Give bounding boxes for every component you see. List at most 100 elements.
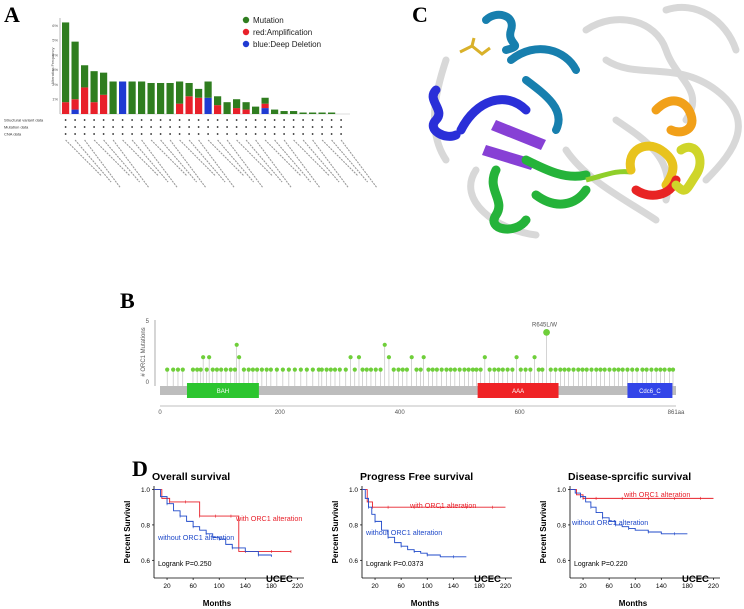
mutation-marker bbox=[532, 355, 537, 360]
mutation-marker bbox=[259, 367, 264, 372]
data-availability-dot bbox=[64, 126, 67, 128]
mutation-marker bbox=[523, 367, 528, 372]
domain-label: Cdc6_C bbox=[639, 389, 661, 395]
series-label-with: with ORC1 alteration bbox=[235, 514, 302, 523]
data-availability-dot bbox=[302, 126, 304, 128]
mutation-marker bbox=[223, 367, 229, 372]
data-availability-dot bbox=[188, 126, 191, 128]
data-availability-dot bbox=[292, 126, 295, 128]
mutation-marker bbox=[640, 367, 645, 372]
y-tick-label: 4% bbox=[52, 52, 58, 57]
bar-mutation bbox=[242, 102, 250, 110]
y-tick-label: 0 bbox=[146, 380, 150, 386]
x-tick-label: 180 bbox=[266, 583, 277, 590]
mutation-marker bbox=[378, 367, 383, 372]
data-availability-dot bbox=[74, 126, 76, 128]
data-availability-dot bbox=[216, 119, 219, 121]
mutation-marker bbox=[418, 367, 423, 372]
domain-label: AAA bbox=[512, 389, 524, 395]
mutation-marker bbox=[241, 367, 247, 372]
data-availability-dot bbox=[102, 126, 105, 128]
data-availability-dot bbox=[93, 119, 95, 121]
mutation-marker bbox=[487, 367, 492, 372]
bar-mutation bbox=[280, 111, 288, 114]
data-availability-dot bbox=[226, 133, 229, 135]
data-availability-dot bbox=[321, 119, 323, 121]
x-tick-label: 140 bbox=[240, 583, 251, 590]
data-availability-dot bbox=[178, 133, 181, 135]
data-availability-dot bbox=[121, 119, 124, 121]
data-availability-dot bbox=[159, 119, 162, 121]
category-label-placeholder bbox=[198, 139, 236, 189]
bar-amplification bbox=[242, 109, 250, 114]
y-tick-label: 1% bbox=[52, 97, 58, 102]
data-availability-dot bbox=[102, 133, 105, 135]
bar-mutation bbox=[128, 81, 136, 114]
category-label-placeholder bbox=[236, 139, 273, 177]
x-axis-label: Months bbox=[203, 599, 232, 608]
category-label-placeholder bbox=[274, 139, 312, 183]
mutation-marker bbox=[654, 367, 659, 372]
y-tick-label: 0.8 bbox=[141, 522, 150, 529]
data-availability-dot bbox=[178, 126, 181, 128]
data-availability-dot bbox=[197, 126, 200, 128]
hotspot-annotation: R645L/W bbox=[532, 322, 557, 328]
mutation-marker bbox=[414, 367, 419, 372]
x-tick-label: 400 bbox=[395, 410, 406, 416]
y-tick-label: 6% bbox=[52, 23, 58, 28]
cancer-type-tag: UCEC bbox=[474, 574, 501, 585]
mutation-marker bbox=[444, 367, 449, 372]
mutation-marker bbox=[409, 355, 414, 360]
data-availability-dot bbox=[140, 126, 143, 128]
mutation-marker bbox=[204, 367, 209, 372]
data-availability-dot bbox=[311, 119, 314, 121]
y-tick-label: 0.6 bbox=[557, 558, 566, 565]
y-tick-label: 3% bbox=[52, 67, 58, 72]
bar-mutation bbox=[328, 112, 336, 114]
data-availability-dot bbox=[330, 133, 333, 135]
data-availability-dot bbox=[235, 119, 238, 121]
mutation-marker bbox=[658, 367, 663, 372]
mutation-marker bbox=[207, 355, 212, 360]
category-label-placeholder bbox=[207, 139, 245, 177]
mutation-marker bbox=[382, 342, 387, 347]
mutation-marker bbox=[649, 367, 654, 372]
bar-amplification bbox=[62, 102, 70, 114]
x-tick-label: 600 bbox=[515, 410, 526, 416]
mutation-marker bbox=[298, 367, 303, 372]
mutation-marker bbox=[470, 367, 475, 372]
bar-mutation bbox=[166, 82, 174, 114]
mutation-marker bbox=[198, 367, 203, 372]
data-availability-dot bbox=[140, 133, 143, 135]
x-tick-label: 100 bbox=[630, 583, 641, 590]
mutation-marker bbox=[576, 367, 581, 372]
mutation-marker bbox=[195, 367, 200, 372]
legend-label: Mutation bbox=[253, 16, 284, 25]
data-availability-dot bbox=[330, 126, 333, 128]
category-label-placeholder bbox=[112, 139, 150, 189]
legend-marker bbox=[242, 40, 250, 48]
bar-mutation bbox=[62, 22, 70, 103]
bar-amplification bbox=[90, 102, 98, 114]
data-availability-dot bbox=[340, 126, 342, 128]
mutation-marker bbox=[328, 367, 333, 372]
domain-aaa bbox=[477, 383, 559, 398]
bar-mutation bbox=[138, 81, 146, 114]
bar-mutation bbox=[223, 102, 231, 114]
data-availability-dot bbox=[283, 119, 285, 121]
data-availability-dot bbox=[150, 126, 153, 128]
bar-amplification bbox=[71, 99, 79, 110]
data-availability-dot bbox=[264, 126, 266, 128]
mutation-marker bbox=[670, 367, 676, 372]
cancer-type-tag: UCEC bbox=[266, 574, 293, 585]
mutation-marker bbox=[492, 367, 497, 372]
mutation-marker bbox=[580, 367, 585, 372]
bar-amplification bbox=[176, 103, 184, 114]
mutation-marker bbox=[667, 367, 672, 372]
category-label-placeholder bbox=[302, 139, 340, 183]
x-tick-label: 220 bbox=[292, 583, 303, 590]
mutation-marker bbox=[514, 355, 519, 360]
mutation-marker bbox=[175, 367, 181, 372]
x-tick-label: 60 bbox=[190, 583, 198, 590]
mutation-marker bbox=[426, 367, 431, 372]
